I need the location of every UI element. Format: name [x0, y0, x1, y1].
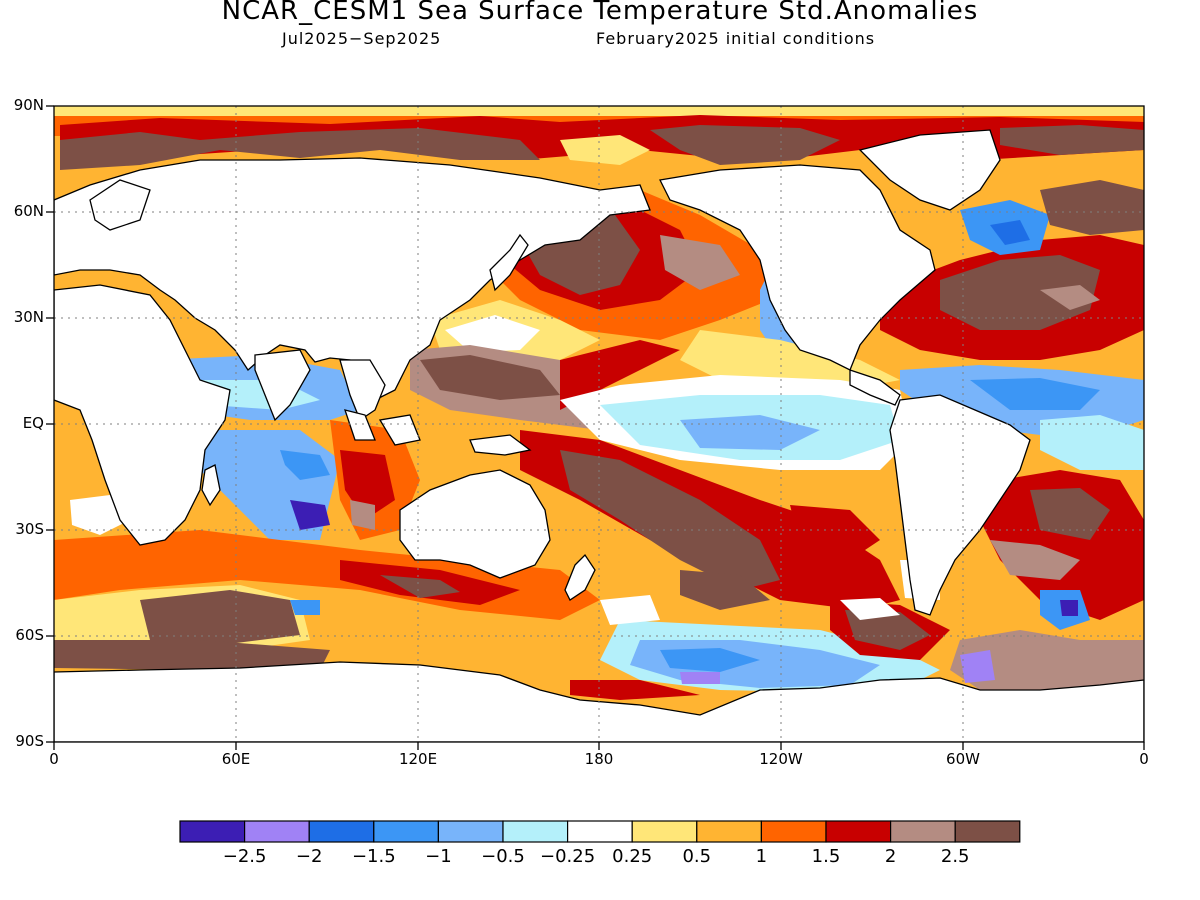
colorbar-swatch	[179, 820, 246, 843]
colorbar-label: 0.25	[612, 846, 653, 867]
colorbar-label: −0.5	[481, 846, 525, 867]
axis-ticks	[46, 105, 1145, 750]
colorbar-swatch	[308, 820, 375, 843]
lon-label-180: 180	[584, 750, 614, 768]
forecast-period: Jul2025−Sep2025	[282, 29, 442, 48]
lon-label-360: 0	[1139, 750, 1149, 768]
lon-label-60w: 60W	[946, 750, 980, 768]
lat-label-30s: 30S	[15, 520, 44, 538]
colorbar-swatch	[631, 820, 698, 843]
colorbar-label: 2	[884, 846, 897, 867]
colorbar	[179, 820, 1021, 843]
colorbar-swatch	[889, 820, 956, 843]
initial-conditions: February2025 initial conditions	[596, 29, 876, 48]
colorbar-label: 1.5	[811, 846, 841, 867]
lon-label-0: 0	[49, 750, 59, 768]
colorbar-label: −1.5	[351, 846, 396, 867]
lon-label-60e: 60E	[221, 750, 251, 768]
land-masses	[54, 129, 1144, 742]
colorbar-swatch	[373, 820, 439, 843]
map-title: NCAR_CESM1 Sea Surface Temperature Std.A…	[221, 0, 979, 26]
colorbar-swatch	[760, 820, 827, 843]
lat-label-eq: EQ	[22, 414, 44, 432]
colorbar-swatch	[954, 820, 1021, 843]
lat-label-60n: 60N	[13, 202, 44, 220]
lon-label-120e: 120E	[398, 750, 438, 768]
colorbar-swatch	[437, 820, 504, 843]
colorbar-label: −1	[425, 846, 452, 867]
graticule	[54, 106, 1144, 742]
colorbar-label: 1	[755, 846, 768, 867]
colorbar-swatch	[696, 820, 762, 843]
colorbar-label: −2.5	[222, 846, 267, 867]
colorbar-swatch	[825, 820, 892, 843]
lat-label-30n: 30N	[13, 308, 44, 326]
colorbar-swatch	[502, 820, 569, 843]
lat-label-60s: 60S	[15, 626, 44, 644]
lat-label-90s: 90S	[15, 732, 44, 750]
lat-label-90n: 90N	[13, 96, 44, 114]
colorbar-swatch	[244, 820, 310, 843]
colorbar-label: 2.5	[940, 846, 970, 867]
colorbar-label: −2	[295, 846, 323, 867]
colorbar-swatch	[566, 820, 633, 843]
lon-label-120w: 120W	[759, 750, 803, 768]
colorbar-label: 0.5	[682, 846, 712, 867]
colorbar-label: −0.25	[540, 846, 596, 867]
